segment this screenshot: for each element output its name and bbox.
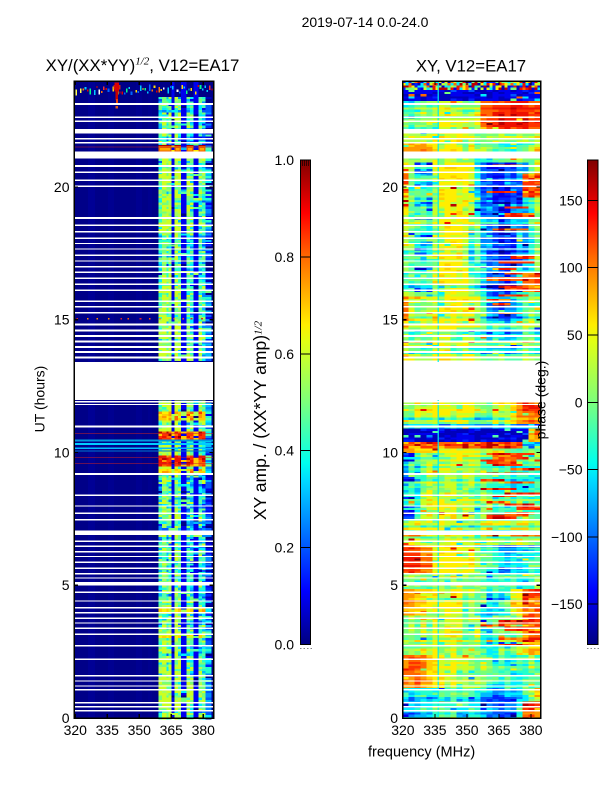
svg-text:335: 335 [423,722,447,738]
svg-text:0.4: 0.4 [275,443,295,459]
svg-text:10: 10 [382,444,398,460]
svg-text:0: 0 [390,710,398,726]
svg-text:0.0: 0.0 [275,637,295,653]
svg-text:5: 5 [62,577,70,593]
svg-text:150: 150 [559,192,583,208]
svg-text:50: 50 [567,327,583,343]
svg-text:320: 320 [64,722,88,738]
svg-text:−100: −100 [551,529,583,545]
svg-text:XY, V12=EA17: XY, V12=EA17 [416,57,526,76]
svg-text:15: 15 [54,312,70,328]
svg-text:5: 5 [390,577,398,593]
svg-text:20: 20 [382,179,398,195]
svg-text:100: 100 [559,260,583,276]
svg-text:0: 0 [62,710,70,726]
svg-text:350: 350 [128,722,152,738]
svg-text:−150: −150 [551,596,583,612]
svg-text:UT (hours): UT (hours) [32,366,48,433]
svg-text:−50: −50 [559,462,583,478]
svg-text:frequency (MHz): frequency (MHz) [368,744,475,760]
svg-text:335: 335 [96,722,120,738]
svg-text:365: 365 [160,722,184,738]
svg-text:0.2: 0.2 [275,540,295,556]
svg-text:2019-07-14 0.0-24.0: 2019-07-14 0.0-24.0 [302,14,429,30]
svg-text:20: 20 [54,179,70,195]
svg-text:10: 10 [54,444,70,460]
svg-text:380: 380 [519,722,543,738]
svg-text:0.6: 0.6 [275,346,295,362]
svg-text:0: 0 [575,394,583,410]
svg-text:350: 350 [455,722,479,738]
svg-text:XY/(XX*YY)1/2, V12=EA17: XY/(XX*YY)1/2, V12=EA17 [46,56,240,76]
svg-text:320: 320 [391,722,415,738]
svg-text:15: 15 [382,312,398,328]
svg-text:phase (deg.): phase (deg.) [532,361,548,440]
svg-text:1.0: 1.0 [275,152,295,168]
svg-text:365: 365 [487,722,511,738]
svg-text:380: 380 [192,722,216,738]
svg-text:0.8: 0.8 [275,249,295,265]
svg-text:XY amp. / (XX*YY amp)1/2: XY amp. / (XX*YY amp)1/2 [250,320,270,520]
